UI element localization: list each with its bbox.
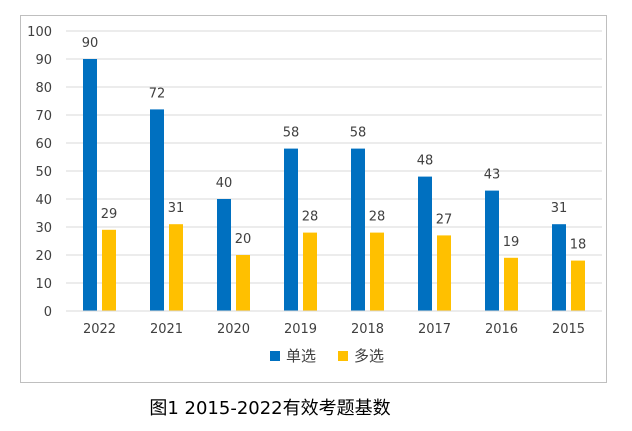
data-label: 48 [417, 154, 434, 169]
bar-multi [236, 255, 250, 311]
data-label: 40 [216, 176, 233, 191]
x-tick-label: 2022 [83, 322, 116, 337]
bar-single [284, 148, 298, 311]
y-tick-label: 60 [35, 137, 52, 152]
data-label: 31 [168, 201, 185, 216]
data-label: 72 [149, 86, 166, 101]
bar-multi [102, 229, 116, 311]
y-tick-label: 20 [35, 249, 52, 264]
bar-multi [370, 232, 384, 311]
bar-single [552, 224, 566, 311]
bar-multi [303, 232, 317, 311]
bar-multi [504, 257, 518, 311]
legend-label: 多选 [354, 347, 384, 365]
data-label: 18 [570, 238, 587, 253]
data-label: 27 [436, 212, 453, 227]
x-tick-label: 2021 [150, 322, 183, 337]
bar-chart: 0 10 20 30 40 50 60 70 80 90 100 90 29 2022 72 31 2021 40… [27, 25, 602, 365]
legend-swatch [338, 351, 348, 361]
bar-single [418, 176, 432, 311]
x-tick-label: 2015 [552, 322, 585, 337]
bar-multi [437, 235, 451, 311]
bar-multi [169, 224, 183, 311]
data-label: 90 [82, 36, 99, 51]
x-tick-label: 2020 [217, 322, 250, 337]
bar-single [217, 199, 231, 311]
chart-caption: 图1 2015-2022有效考题基数 [149, 398, 391, 419]
data-label: 20 [235, 232, 252, 247]
y-tick-label: 70 [35, 109, 52, 124]
y-tick-label: 80 [35, 81, 52, 96]
bar-single [351, 148, 365, 311]
data-label: 29 [101, 207, 118, 222]
y-tick-label: 0 [44, 305, 52, 320]
y-tick-label: 100 [27, 25, 52, 40]
data-label: 19 [503, 235, 520, 250]
data-label: 58 [283, 126, 300, 141]
x-tick-label: 2019 [284, 322, 317, 337]
x-tick-label: 2016 [485, 322, 518, 337]
y-tick-label: 90 [35, 53, 52, 68]
data-label: 28 [369, 210, 386, 225]
bar-multi [571, 260, 585, 311]
x-tick-label: 2018 [351, 322, 384, 337]
legend-swatch [270, 351, 280, 361]
y-tick-label: 30 [35, 221, 52, 236]
data-label: 28 [302, 210, 319, 225]
x-tick-label: 2017 [418, 322, 451, 337]
bar-single [485, 190, 499, 311]
y-tick-label: 50 [35, 165, 52, 180]
bar-single [83, 59, 97, 311]
data-label: 31 [551, 201, 568, 216]
data-label: 58 [350, 126, 367, 141]
y-tick-label: 40 [35, 193, 52, 208]
bar-single [150, 109, 164, 312]
legend-label: 单选 [286, 347, 316, 365]
y-tick-label: 10 [35, 277, 52, 292]
data-label: 43 [484, 168, 501, 183]
